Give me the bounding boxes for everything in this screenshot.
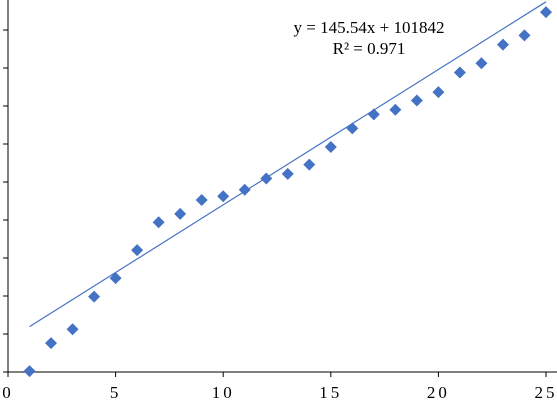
x-tick-label: 10 bbox=[212, 383, 235, 402]
data-point bbox=[131, 244, 144, 257]
data-point bbox=[260, 172, 273, 185]
data-point bbox=[410, 94, 423, 107]
data-point bbox=[389, 103, 402, 116]
data-point bbox=[66, 323, 79, 336]
x-tick-label: 15 bbox=[319, 383, 342, 402]
x-tick-label: 5 bbox=[110, 383, 122, 402]
y-axis bbox=[3, 0, 9, 373]
data-point bbox=[475, 57, 488, 70]
x-axis bbox=[7, 371, 557, 377]
data-point bbox=[346, 122, 359, 135]
data-point bbox=[518, 29, 531, 42]
trendline bbox=[29, 1, 547, 328]
data-point bbox=[152, 216, 165, 229]
x-tick-label: 20 bbox=[427, 383, 450, 402]
data-point bbox=[281, 167, 294, 180]
data-point bbox=[496, 38, 509, 51]
data-point bbox=[324, 140, 337, 153]
x-tick-label: 25 bbox=[535, 383, 557, 402]
data-point bbox=[45, 337, 58, 350]
trendline-equation: y = 145.54x + 101842 bbox=[294, 18, 445, 37]
data-points bbox=[23, 6, 552, 378]
data-point bbox=[88, 290, 101, 303]
trendline-r-squared: R² = 0.971 bbox=[333, 39, 406, 58]
data-point bbox=[238, 183, 251, 196]
x-tick-label: 0 bbox=[2, 383, 14, 402]
data-point bbox=[109, 272, 122, 285]
x-tick-labels: 0 5 10 15 20 25 bbox=[2, 383, 557, 402]
data-point bbox=[367, 108, 380, 121]
data-point bbox=[303, 158, 316, 171]
data-point bbox=[453, 66, 466, 79]
data-point bbox=[217, 190, 230, 203]
data-point bbox=[432, 86, 445, 99]
data-point bbox=[195, 193, 208, 206]
data-point bbox=[23, 365, 36, 378]
data-point bbox=[174, 207, 187, 220]
data-point bbox=[540, 6, 552, 19]
